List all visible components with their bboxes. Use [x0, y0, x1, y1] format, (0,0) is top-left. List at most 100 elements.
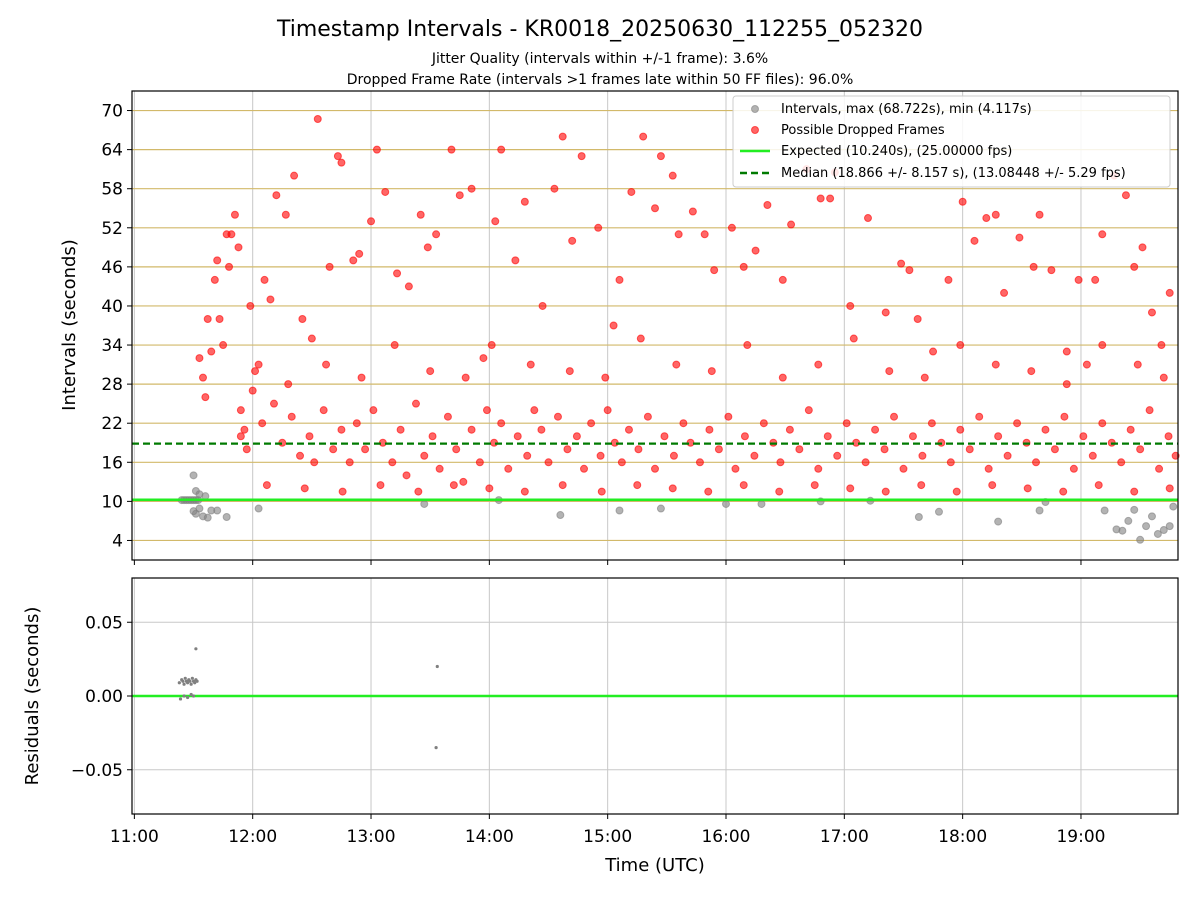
dropped-frame-point: [1062, 380, 1071, 389]
residual-point: [190, 676, 194, 680]
dropped-frame-point: [254, 360, 263, 369]
top-y-tick-label: 16: [101, 453, 123, 473]
dropped-frame-point: [920, 373, 929, 382]
dropped-frame-point: [946, 458, 955, 467]
dropped-frame-point: [1059, 487, 1068, 496]
dropped-frame-point: [355, 249, 364, 258]
dropped-frame-point: [846, 484, 855, 493]
dropped-frame-point: [369, 406, 378, 415]
dropped-frame-point: [624, 425, 633, 434]
dropped-frame-point: [1147, 308, 1156, 317]
interval-point: [1153, 529, 1162, 538]
dropped-frame-point: [633, 481, 642, 490]
top-y-tick-label: 28: [101, 375, 123, 395]
top-axis-ticks: 4 10 16 22 28 34 40 46 52 58 64 70: [101, 102, 1082, 565]
dropped-frame-point: [603, 406, 612, 415]
dropped-frame-point: [479, 354, 488, 363]
dropped-frame-point: [565, 367, 574, 376]
dropped-frame-point: [435, 464, 444, 473]
residual-point: [189, 682, 193, 686]
chart-subtitle-jitter: Jitter Quality (intervals within +/-1 fr…: [431, 51, 768, 67]
interval-point: [254, 504, 263, 513]
dropped-frame-point: [984, 464, 993, 473]
dropped-frame-point: [1159, 373, 1168, 382]
dropped-frame-point: [975, 412, 984, 421]
x-tick-label: 12:00: [228, 827, 277, 847]
dropped-frame-point: [381, 187, 390, 196]
interval-point: [914, 513, 923, 522]
dropped-frame-point: [242, 445, 251, 454]
dropped-frame-point: [511, 256, 520, 265]
dropped-frame-point: [467, 425, 476, 434]
dropped-frame-point: [372, 145, 381, 154]
dropped-frame-point: [1155, 464, 1164, 473]
dropped-frame-point: [1145, 406, 1154, 415]
bottom-y-tick-label: −0.05: [71, 761, 123, 781]
dropped-frame-point: [251, 367, 260, 376]
dropped-frame-point: [776, 458, 785, 467]
dropped-frame-point: [497, 145, 506, 154]
top-y-tick-label: 22: [101, 414, 123, 434]
dropped-frame-point: [707, 367, 716, 376]
dropped-frame-point: [705, 425, 714, 434]
dropped-frame-point: [420, 451, 429, 460]
dropped-frame-point: [724, 412, 733, 421]
dropped-frame-point: [260, 275, 269, 284]
interval-point: [934, 507, 943, 516]
dropped-frame-point: [1165, 484, 1174, 493]
dropped-frame-point: [988, 481, 997, 490]
dropped-frame-point: [1013, 419, 1022, 428]
dropped-frame-point: [778, 373, 787, 382]
interval-point: [1147, 512, 1156, 521]
interval-point: [615, 506, 624, 515]
legend-swatch-intervals: [751, 105, 759, 113]
dropped-frame-point: [572, 432, 581, 441]
dropped-frame-point: [965, 445, 974, 454]
dropped-frame-point: [750, 451, 759, 460]
chart-title: Timestamp Intervals - KR0018_20250630_11…: [276, 17, 923, 42]
dropped-frame-point: [504, 464, 513, 473]
dropped-frame-point: [1050, 445, 1059, 454]
dropped-frame-point: [695, 458, 704, 467]
dropped-frame-point: [236, 432, 245, 441]
dropped-frame-point: [520, 197, 529, 206]
dropped-frame-point: [1136, 445, 1145, 454]
dropped-frame-point: [814, 360, 823, 369]
dropped-frame-point: [982, 214, 991, 223]
dropped-frame-point: [810, 481, 819, 490]
dropped-frame-point: [558, 132, 567, 141]
dropped-frame-point: [1060, 412, 1069, 421]
dropped-frame-point: [538, 301, 547, 310]
dropped-frame-point: [329, 445, 338, 454]
residual-point: [434, 746, 438, 750]
dropped-frame-point: [1082, 360, 1091, 369]
dropped-frame-point: [352, 419, 361, 428]
dropped-frame-point: [1091, 275, 1100, 284]
dropped-frame-point: [918, 451, 927, 460]
dropped-frame-point: [361, 445, 370, 454]
dropped-frame-point: [842, 419, 851, 428]
legend-label-expected: Expected (10.240s), (25.00000 fps): [781, 144, 1012, 159]
dropped-frame-point: [731, 464, 740, 473]
interval-point: [757, 499, 766, 508]
dropped-frame-point: [1130, 487, 1139, 496]
dropped-frame-point: [617, 458, 626, 467]
dropped-frame-point: [455, 191, 464, 200]
dropped-frame-point: [526, 360, 535, 369]
top-y-tick-label: 4: [112, 531, 123, 551]
dropped-frame-point: [881, 487, 890, 496]
residual-point: [189, 692, 193, 697]
interval-point: [994, 517, 1003, 526]
dropped-frame-point: [714, 445, 723, 454]
dropped-frame-point: [956, 425, 965, 434]
dropped-frame-point: [1098, 419, 1107, 428]
dropped-frame-point: [1041, 425, 1050, 434]
dropped-frame-point: [804, 406, 813, 415]
chart-subtitle-dropped: Dropped Frame Rate (intervals >1 frames …: [347, 72, 854, 88]
interval-point: [1035, 506, 1044, 515]
dropped-frame-point: [234, 243, 243, 252]
dropped-frame-point: [871, 425, 880, 434]
interval-point: [1124, 516, 1133, 525]
x-axis-label: Time (UTC): [604, 855, 705, 876]
